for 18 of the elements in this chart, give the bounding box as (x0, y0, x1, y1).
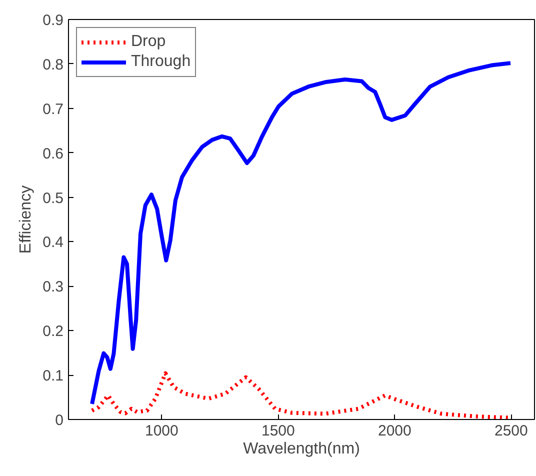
y-axis-title: Efficiency (18, 185, 35, 254)
legend-label: Through (131, 53, 191, 71)
y-tick-label: 0.8 (42, 56, 64, 74)
x-tick-label: 1500 (262, 422, 295, 440)
x-tick-label: 2000 (378, 422, 412, 440)
y-tick-label: 0.4 (42, 234, 64, 252)
y-tick-label: 0.2 (42, 323, 64, 340)
x-tick-label: 1000 (145, 422, 178, 440)
y-tick-label: 0.1 (42, 368, 64, 385)
x-axis-title: Wavelength(nm) (243, 440, 360, 458)
y-tick-label: 0.6 (42, 145, 64, 162)
y-tick-label: 0.5 (42, 190, 64, 207)
legend-label: Drop (131, 33, 166, 51)
y-tick-label: 0.9 (42, 12, 64, 29)
y-tick-label: 0.3 (42, 278, 64, 296)
y-tick-label: 0.7 (42, 100, 64, 118)
y-tick-label: 0 (55, 412, 64, 429)
x-tick-label: 2500 (494, 422, 528, 440)
